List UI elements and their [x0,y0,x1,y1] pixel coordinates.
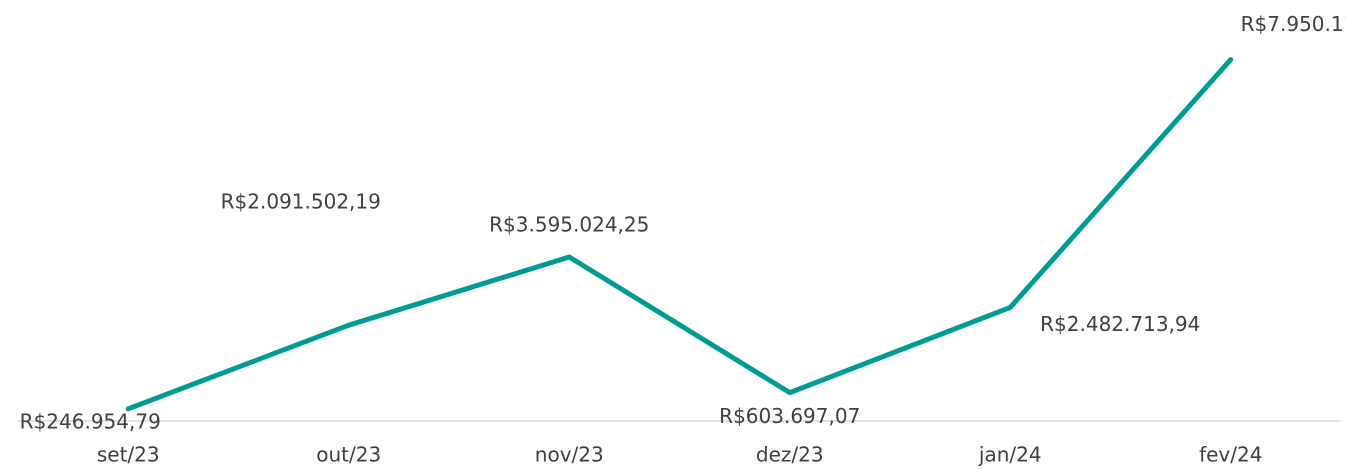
x-tick-label: fev/24 [1199,443,1262,467]
data-label: R$246.954,79 [20,409,161,433]
line-series [125,57,1234,412]
x-tick-label: set/23 [97,443,160,467]
x-tick-label: jan/24 [978,443,1042,467]
x-tick-label: dez/23 [756,443,824,467]
data-label: R$2.482.713,94 [1040,312,1200,336]
data-label: R$2.091.502,19 [221,190,381,214]
data-label: R$7.950.112,53 [1241,12,1346,36]
x-tick-label: nov/23 [535,443,604,467]
data-label: R$3.595.024,25 [489,213,649,237]
x-tick-label: out/23 [316,443,381,467]
data-label: R$603.697,07 [719,404,860,428]
